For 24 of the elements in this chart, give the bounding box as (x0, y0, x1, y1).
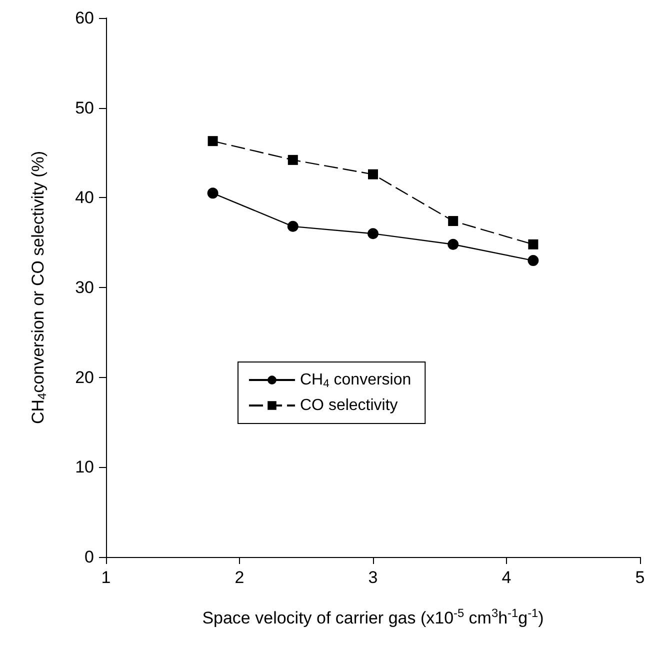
y-axis-title: CH4conversion or CO selectivity (%) (28, 150, 49, 424)
x-tick-label: 1 (101, 568, 111, 587)
y-tick-label: 60 (75, 8, 94, 28)
x-tick-label: 3 (368, 568, 378, 587)
point (528, 255, 539, 266)
x-tick-label: 2 (234, 568, 244, 587)
point (368, 169, 378, 180)
point (208, 136, 218, 146)
point (528, 239, 538, 250)
x-tick-label: 4 (502, 568, 512, 587)
y-tick-label: 50 (75, 98, 94, 118)
point (448, 216, 458, 226)
point (207, 188, 218, 199)
y-tick-label: 20 (75, 368, 94, 387)
legend-label: CO selectivity (300, 397, 398, 414)
y-tick-label: 0 (84, 548, 94, 566)
point (287, 220, 298, 232)
point (288, 154, 298, 165)
y-tick-label: 30 (75, 278, 94, 297)
y-tick-label: 40 (75, 188, 94, 208)
point (368, 228, 378, 240)
point (448, 238, 459, 250)
x-tick-label: 5 (635, 568, 645, 587)
y-tick-label: 10 (75, 458, 94, 477)
